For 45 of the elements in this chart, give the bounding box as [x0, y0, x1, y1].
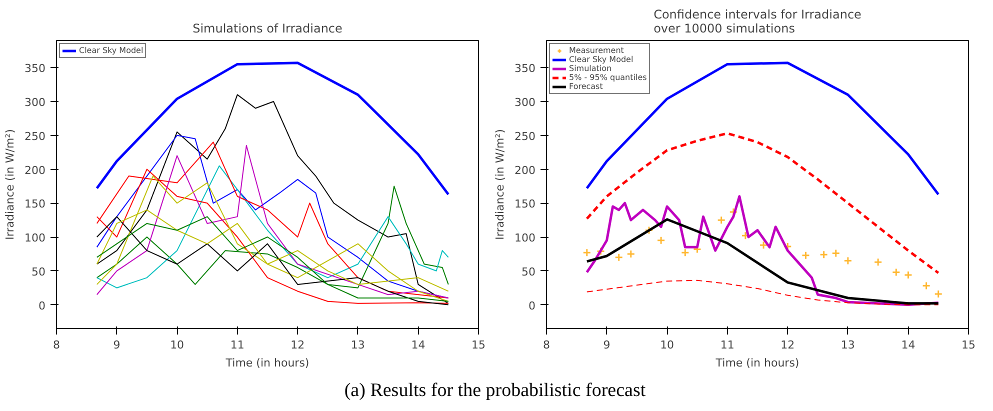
x-tick-label: 12	[780, 338, 795, 352]
y-tick-label: 0	[38, 299, 46, 312]
legend-label: 5% - 95% quantiles	[569, 73, 647, 82]
legend-label: Clear Sky Model	[79, 46, 144, 55]
x-tick-label: 15	[962, 338, 976, 352]
y-tick-label: 150	[514, 198, 536, 211]
y-tick-label: 350	[24, 62, 46, 76]
x-tick-label: 11	[230, 338, 244, 352]
y-axis-title: Irradiance (in W/m²)	[4, 129, 17, 240]
legend-label: Measurement	[569, 46, 624, 55]
legend-label: Clear Sky Model	[569, 55, 634, 64]
y-tick-label: 100	[514, 232, 536, 245]
y-tick-label: 50	[32, 265, 46, 278]
x-tick-label: 13	[840, 338, 855, 352]
chart-title: Confidence intervals for Irradiance over 10000 simulations	[654, 8, 862, 36]
y-tick-label: 200	[24, 164, 46, 177]
y-tick-label: 250	[514, 130, 536, 143]
text: (a) Results for the probabilistic forecast	[343, 379, 647, 403]
x-tick-label: 9	[113, 338, 120, 352]
x-tick-label: 14	[411, 338, 426, 352]
y-tick-label: 100	[24, 232, 46, 245]
y-tick-label: 200	[514, 164, 536, 177]
x-tick-label: 15	[472, 338, 486, 352]
legend-label: Forecast	[569, 82, 603, 91]
x-tick-label: 8	[543, 338, 550, 352]
x-tick-label: 13	[350, 338, 365, 352]
y-tick-label: 300	[24, 96, 46, 109]
y-tick-label: 350	[514, 62, 536, 76]
x-axis-title: Time (in hours)	[224, 356, 310, 370]
x-tick-label: 10	[170, 338, 184, 352]
x-tick-label: 11	[720, 338, 734, 352]
y-tick-label: 300	[514, 96, 536, 109]
y-tick-label: 0	[528, 299, 536, 312]
x-tick-label: 8	[53, 338, 60, 352]
y-tick-label: 250	[24, 130, 46, 143]
chart-title: Simulations of Irradiance	[192, 22, 342, 36]
legend-label: Simulation	[569, 64, 612, 73]
x-tick-label: 12	[290, 338, 305, 352]
x-tick-label: 14	[901, 338, 916, 352]
x-tick-label: 9	[603, 338, 610, 352]
y-tick-label: 50	[522, 265, 536, 278]
y-tick-label: 150	[24, 198, 46, 211]
x-tick-label: 10	[660, 338, 674, 352]
y-axis-title: Irradiance (in W/m²)	[494, 129, 507, 240]
x-axis-title: Time (in hours)	[714, 356, 800, 370]
